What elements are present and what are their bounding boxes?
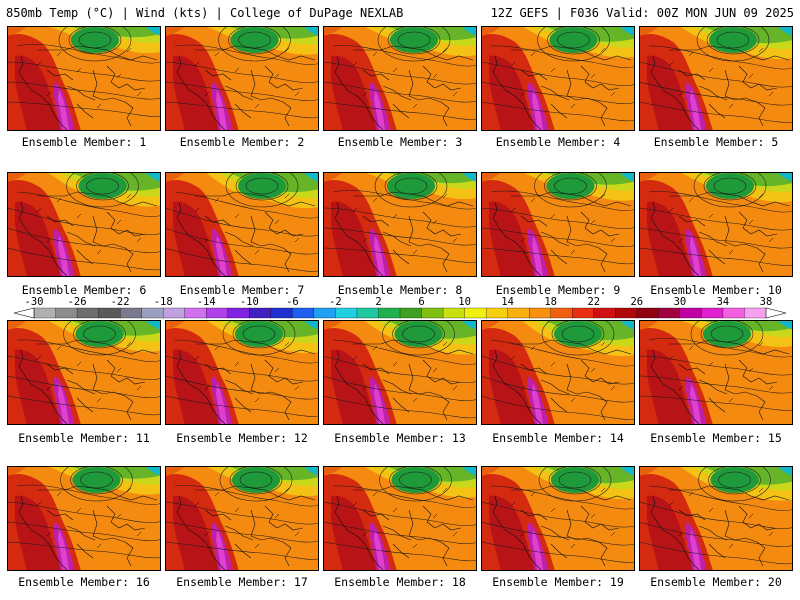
colorbar-tick-label: -18 [154,296,173,308]
ensemble-member-label: Ensemble Member: 12 [176,431,308,445]
colorbar-swatch [76,307,100,319]
ensemble-member-label: Ensemble Member: 2 [179,135,305,149]
colorbar-tick-label: -6 [286,296,299,308]
ensemble-member-label: Ensemble Member: 6 [21,283,147,297]
ensemble-member-label: Ensemble Member: 13 [334,431,466,445]
ensemble-map-panel [165,466,319,571]
ensemble-member-label: Ensemble Member: 1 [21,135,147,149]
ensemble-member-label: Ensemble Member: 14 [492,431,624,445]
colorbar-swatch [356,307,379,319]
colorbar-swatch [378,307,401,319]
ensemble-member-label: Ensemble Member: 16 [18,575,150,589]
ensemble-map-panel [323,466,477,571]
colorbar-tick-label: -10 [240,296,259,308]
temperature-colorbar: -30 -26 -22 -18 -14 -10 -6 -2 2 6 10 14 18 22 26 30 34 38… [13,296,787,319]
colorbar-swatch [593,307,616,319]
colorbar-swatch [292,307,315,319]
colorbar-swatch [744,307,767,319]
colorbar-tick-label: 38 [760,296,773,308]
colorbar-tick-label: 26 [630,296,643,308]
ensemble-member-label: Ensemble Member: 3 [337,135,463,149]
colorbar-swatch [33,307,56,319]
colorbar-tick-label: 18 [544,296,557,308]
header: 850mb Temp (°C) | Wind (kts) | College o… [0,0,800,24]
colorbar-swatch [163,307,186,319]
colorbar-swatch [270,307,293,319]
colorbar-swatch [227,307,250,319]
ensemble-map-panel [323,320,477,425]
colorbar-swatch [464,307,487,319]
colorbar-swatch [572,307,595,319]
colorbar-tick-label: -22 [111,296,130,308]
ensemble-member-label: Ensemble Member: 10 [650,283,782,297]
ensemble-map-panel [639,172,793,277]
colorbar-swatch [701,307,724,319]
ensemble-map-panel [165,172,319,277]
colorbar-swatch [141,307,164,319]
colorbar-swatch [335,307,358,319]
colorbar-swatch [636,307,659,319]
ensemble-map-panel [481,26,635,131]
ensemble-member-label: Ensemble Member: 20 [650,575,782,589]
ensemble-map-panel [7,320,161,425]
colorbar-swatch [722,307,745,319]
colorbar-tick-label: 34 [717,296,730,308]
colorbar-swatch [399,307,422,319]
ensemble-member-label: Ensemble Member: 17 [176,575,308,589]
colorbar-swatch [658,307,681,319]
colorbar-swatch [507,307,530,319]
ensemble-member-label: Ensemble Member: 7 [179,283,305,297]
colorbar-tick-label: 14 [501,296,514,308]
ensemble-map-panel [639,466,793,571]
colorbar-tick-label: 10 [458,296,471,308]
ensemble-map-panel [639,320,793,425]
colorbar-tick-label: 6 [418,296,424,308]
colorbar-swatch [313,307,336,319]
colorbar-swatch [615,307,638,319]
colorbar-tick-label: -2 [329,296,342,308]
ensemble-member-label: Ensemble Member: 19 [492,575,624,589]
ensemble-map-panel [481,320,635,425]
page-title: 850mb Temp (°C) | Wind (kts) | College o… [6,6,404,20]
colorbar-tick-label: 2 [375,296,381,308]
colorbar-swatch [442,307,466,319]
colorbar-tick-label: 22 [587,296,600,308]
colorbar-swatch [55,307,78,319]
ensemble-member-label: Ensemble Member: 18 [334,575,466,589]
ensemble-map-panel [481,466,635,571]
colorbar-swatch [249,307,272,319]
ensemble-map-panel [323,26,477,131]
colorbar-swatch [679,307,702,319]
ensemble-member-label: Ensemble Member: 4 [495,135,621,149]
run-valid-time: 12Z GEFS | F036 Valid: 00Z MON JUN 09 20… [490,6,794,20]
colorbar-swatch [98,307,121,319]
colorbar-tick-label: -26 [68,296,87,308]
colorbar-swatch [184,307,207,319]
colorbar-swatch [550,307,573,319]
ensemble-map-panel [7,466,161,571]
ensemble-map-panel [165,320,319,425]
colorbar-swatch [485,307,509,319]
colorbar-right-arrow [765,307,787,319]
colorbar-swatch [206,307,229,319]
colorbar-swatch [421,307,444,319]
ensemble-map-panel [165,26,319,131]
colorbar-tick-label: -14 [197,296,216,308]
ensemble-map-panel [639,26,793,131]
colorbar-swatch [119,307,143,319]
ensemble-map-panel [323,172,477,277]
colorbar-swatch [529,307,552,319]
ensemble-map-panel [7,172,161,277]
colorbar-tick-label: 30 [674,296,687,308]
ensemble-map-panel [481,172,635,277]
ensemble-member-label: Ensemble Member: 9 [495,283,621,297]
ensemble-map-panel [7,26,161,131]
ensemble-member-label: Ensemble Member: 11 [18,431,150,445]
ensemble-member-label: Ensemble Member: 15 [650,431,782,445]
colorbar-tick-label: -30 [25,296,44,308]
ensemble-member-label: Ensemble Member: 5 [653,135,779,149]
colorbar-left-arrow [13,307,35,319]
ensemble-member-label: Ensemble Member: 8 [337,283,463,297]
